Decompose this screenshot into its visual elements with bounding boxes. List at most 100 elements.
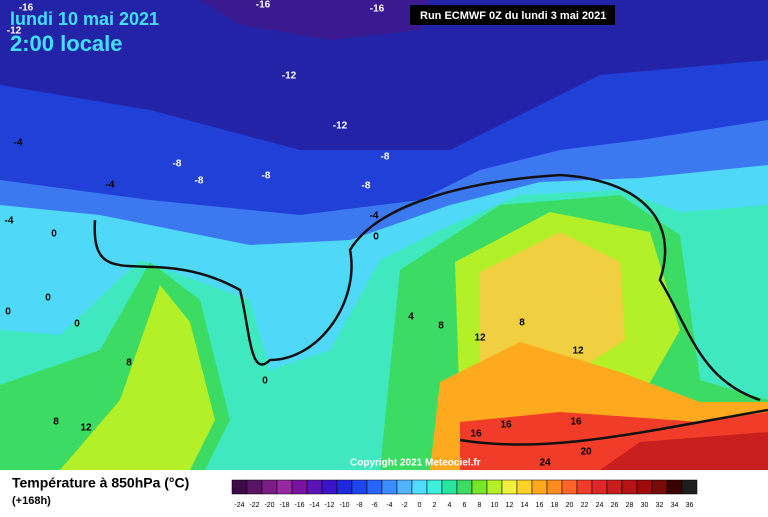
contour-label: 20	[580, 447, 592, 458]
colorbar-label: -2	[401, 502, 407, 509]
colorbar-cell	[231, 479, 248, 495]
legend-title: Température à 850hPa (°C)	[12, 475, 189, 491]
colorbar-label: -4	[386, 502, 392, 509]
colorbar-label: 2	[433, 502, 437, 509]
colorbar-label: 18	[551, 502, 559, 509]
colorbar-cell	[471, 479, 488, 495]
colorbar-cell	[291, 479, 308, 495]
colorbar-cell	[606, 479, 623, 495]
contour-label: 12	[474, 333, 486, 344]
colorbar-cell	[426, 479, 443, 495]
colorbar-cell	[516, 479, 533, 495]
contour-label: 0	[373, 232, 379, 243]
contour-label: 4	[408, 312, 414, 323]
contour-label: -8	[362, 181, 371, 192]
contour-label: 12	[572, 346, 584, 357]
colorbar-cell	[576, 479, 593, 495]
colorbar-cell	[666, 479, 683, 495]
colorbar-label: 20	[566, 502, 574, 509]
contour-label: -4	[106, 180, 115, 191]
contour-label: -12	[282, 71, 297, 82]
contour-label: 0	[45, 293, 51, 304]
colorbar-cell	[381, 479, 398, 495]
contour-label: -8	[381, 152, 390, 163]
contour-label: -4	[14, 138, 23, 149]
colorbar-cell	[321, 479, 338, 495]
colorbar-cell	[396, 479, 413, 495]
map-date: lundi 10 mai 2021	[10, 9, 159, 29]
colorbar-label: 24	[596, 502, 604, 509]
colorbar-label: 6	[463, 502, 467, 509]
contour-label: 8	[438, 321, 444, 332]
colorbar-cell	[591, 479, 608, 495]
contour-label: -16	[256, 0, 271, 11]
colorbar-cell	[411, 479, 428, 495]
contour-label: 16	[570, 417, 582, 428]
colorbar-label: 0	[418, 502, 422, 509]
colorbar-label: 8	[478, 502, 482, 509]
colorbar-cell	[486, 479, 503, 495]
colorbar-label: 4	[448, 502, 452, 509]
contour-label: 0	[51, 229, 57, 240]
colorbar-label: 10	[491, 502, 499, 509]
colorbar-cell	[501, 479, 518, 495]
colorbar-label: -20	[264, 502, 274, 509]
colorbar-cell	[531, 479, 548, 495]
contour-label: -12	[7, 26, 22, 37]
contour-label: 0	[74, 319, 80, 330]
colorbar-cell	[441, 479, 458, 495]
colorbar-label: 22	[581, 502, 589, 509]
colorbar-cell	[651, 479, 668, 495]
contour-label: -8	[173, 159, 182, 170]
contour-label: -16	[370, 4, 385, 15]
contour-label: -16	[19, 3, 34, 14]
run-info: Run ECMWF 0Z du lundi 3 mai 2021	[420, 10, 606, 22]
contour-label: 16	[500, 420, 512, 431]
colorbar-cell	[636, 479, 653, 495]
colorbar-cell	[246, 479, 263, 495]
contour-label: 16	[470, 429, 482, 440]
colorbar-label: 34	[671, 502, 679, 509]
colorbar-label: 12	[506, 502, 514, 509]
colorbar-cell	[306, 479, 323, 495]
colorbar-cell	[456, 479, 473, 495]
colorbar-label: -12	[324, 502, 334, 509]
contour-label: 12	[80, 423, 92, 434]
colorbar-label: -18	[279, 502, 289, 509]
colorbar-label: 16	[536, 502, 544, 509]
contour-label: -4	[5, 216, 14, 227]
colorbar-label: -6	[371, 502, 377, 509]
colorbar-cell	[621, 479, 638, 495]
colorbar-cell	[561, 479, 578, 495]
contour-label: -8	[195, 176, 204, 187]
colorbar-label: 26	[611, 502, 619, 509]
contour-label: 8	[126, 358, 132, 369]
contour-label: 0	[5, 307, 11, 318]
colorbar-label: 14	[521, 502, 529, 509]
contour-label: 8	[519, 318, 525, 329]
colorbar-cell	[261, 479, 278, 495]
colorbar-label: 30	[641, 502, 649, 509]
contour-label: -12	[333, 121, 348, 132]
colorbar-cell	[681, 479, 698, 495]
legend-lead: (+168h)	[12, 495, 51, 507]
contour-label: -4	[370, 211, 379, 222]
colorbar-label: -16	[294, 502, 304, 509]
colorbar-label: -10	[339, 502, 349, 509]
colorbar-label: -22	[249, 502, 259, 509]
contour-label: 0	[262, 376, 268, 387]
colorbar-label: -24	[234, 502, 244, 509]
colorbar-cell	[351, 479, 368, 495]
colorbar-label: -8	[356, 502, 362, 509]
contour-label: -8	[262, 171, 271, 182]
colorbar-cell	[336, 479, 353, 495]
map-field	[0, 0, 768, 470]
colorbar-label: 32	[656, 502, 664, 509]
contour-label: 8	[53, 417, 59, 428]
colorbar-cell	[546, 479, 563, 495]
colorbar-cell	[366, 479, 383, 495]
colorbar-label: 28	[626, 502, 634, 509]
contour-label: 24	[539, 458, 551, 469]
colorbar-label: -14	[309, 502, 319, 509]
